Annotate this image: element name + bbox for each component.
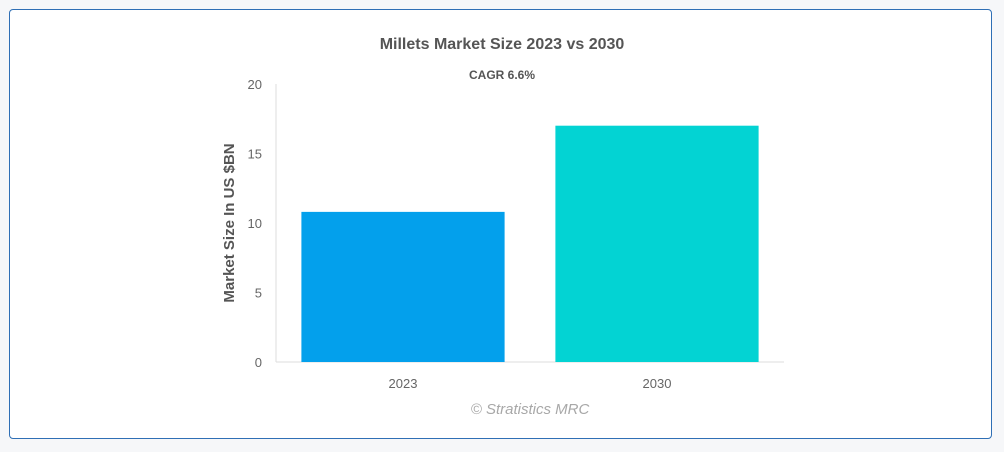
x-tick-label: 2023 [389, 376, 418, 391]
x-axis-ticks: 2023 2030 [389, 376, 672, 391]
y-tick-label: 5 [255, 286, 262, 301]
y-tick-label: 15 [248, 147, 262, 162]
y-tick-label: 10 [248, 216, 262, 231]
y-tick-label: 20 [248, 77, 262, 92]
credit-text: © Stratistics MRC [470, 401, 590, 418]
y-tick-label: 0 [255, 355, 262, 370]
y-axis-ticks: 0 5 10 15 20 [248, 77, 262, 370]
x-tick-label: 2030 [643, 376, 672, 391]
chart-subtitle: CAGR 6.6% [468, 68, 536, 82]
bars [301, 125, 759, 362]
bar-2023 [301, 211, 505, 362]
chart-title: Millets Market Size 2023 vs 2030 [379, 36, 625, 53]
bar-2030 [555, 125, 759, 362]
y-axis-label: Market Size In US $BN [221, 143, 238, 302]
